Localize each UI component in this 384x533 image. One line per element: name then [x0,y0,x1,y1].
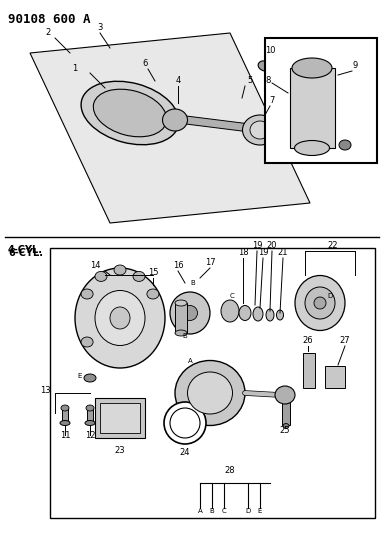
Bar [95,398,145,438]
Ellipse shape [339,140,351,150]
Bar [325,366,345,388]
Text: B: B [183,333,187,339]
Bar [100,403,140,433]
Ellipse shape [84,374,96,382]
Text: 7: 7 [269,96,275,105]
Text: 2: 2 [45,28,51,37]
Ellipse shape [61,405,69,411]
Ellipse shape [243,115,278,145]
Ellipse shape [110,307,130,329]
Bar [265,38,377,163]
Text: 5: 5 [247,76,253,85]
Ellipse shape [95,290,145,345]
Bar [175,303,187,333]
Bar [282,395,290,425]
Ellipse shape [253,307,263,321]
Text: 28: 28 [225,466,235,475]
Text: 12: 12 [85,431,95,440]
Ellipse shape [81,81,179,145]
Text: 10: 10 [265,46,275,55]
Ellipse shape [81,337,93,347]
Text: 15: 15 [148,268,158,277]
Ellipse shape [266,309,274,321]
Ellipse shape [292,58,332,78]
Ellipse shape [250,121,270,139]
Text: 3: 3 [97,23,103,32]
Text: 23: 23 [115,446,125,455]
Bar [303,353,315,388]
Ellipse shape [85,421,95,425]
Ellipse shape [170,292,210,334]
Ellipse shape [187,372,232,414]
Text: 22: 22 [328,241,338,250]
Text: 6-CYL.: 6-CYL. [8,248,43,258]
Text: 4-CYL.: 4-CYL. [8,245,43,255]
Ellipse shape [81,289,93,299]
Ellipse shape [276,310,283,320]
Ellipse shape [283,424,289,429]
Text: 19: 19 [252,241,262,250]
Ellipse shape [239,305,251,320]
Text: E: E [78,373,82,379]
Text: B: B [210,508,214,514]
Bar [50,248,375,518]
Ellipse shape [175,330,187,336]
Text: 17: 17 [205,258,215,267]
Text: 13: 13 [40,386,50,395]
Text: 90108 600 A: 90108 600 A [8,13,91,26]
Ellipse shape [93,89,167,137]
Ellipse shape [175,360,245,425]
Text: 1: 1 [72,64,78,73]
Ellipse shape [162,109,187,131]
Ellipse shape [175,300,187,306]
Text: 18: 18 [238,248,248,257]
Ellipse shape [86,405,94,411]
Text: C: C [230,293,234,299]
Ellipse shape [170,408,200,438]
Text: 21: 21 [278,248,288,257]
Text: B: B [190,280,195,286]
Ellipse shape [114,265,126,275]
Ellipse shape [60,421,70,425]
Text: 25: 25 [280,426,290,435]
Ellipse shape [280,389,292,397]
Bar [290,68,335,148]
Text: 16: 16 [173,261,183,270]
Polygon shape [30,33,310,223]
Text: 24: 24 [180,448,190,457]
Text: A: A [198,508,202,514]
Text: C: C [222,508,227,514]
Text: A: A [188,358,192,364]
Text: D: D [245,508,251,514]
Ellipse shape [295,141,329,156]
Text: E: E [258,508,262,514]
Text: D: D [328,293,333,299]
Text: 11: 11 [60,431,70,440]
Text: 20: 20 [267,241,277,250]
Ellipse shape [314,297,326,309]
Text: 9: 9 [353,61,358,70]
Ellipse shape [182,305,197,320]
Text: 19: 19 [258,248,268,257]
Text: 14: 14 [90,261,100,270]
Ellipse shape [221,300,239,322]
Text: 6: 6 [142,59,148,68]
Ellipse shape [95,271,107,281]
Ellipse shape [133,271,145,281]
Text: 26: 26 [303,336,313,345]
Bar [62,408,68,423]
FancyArrow shape [169,114,250,132]
Ellipse shape [164,402,206,444]
Bar [87,408,93,423]
Ellipse shape [75,268,165,368]
Ellipse shape [275,386,295,404]
Text: 4: 4 [175,76,180,85]
Ellipse shape [147,289,159,299]
Text: 27: 27 [340,336,350,345]
Text: 8: 8 [265,76,271,85]
Ellipse shape [295,276,345,330]
Ellipse shape [258,61,272,71]
Ellipse shape [305,287,335,319]
